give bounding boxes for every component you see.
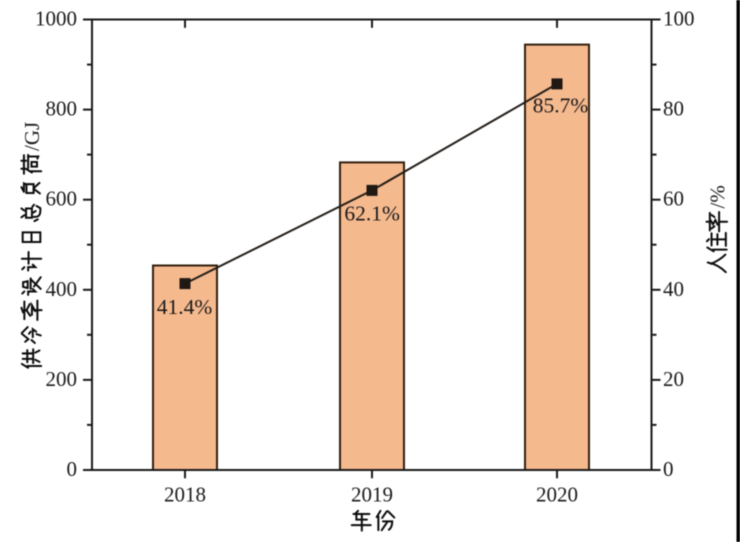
svg-text:0: 0: [663, 457, 674, 481]
svg-text:0: 0: [67, 457, 78, 481]
svg-text:600: 600: [46, 187, 78, 211]
svg-text:2019: 2019: [351, 483, 393, 507]
svg-text:800: 800: [46, 97, 78, 121]
svg-text:2018: 2018: [164, 483, 206, 507]
svg-text:41.4%: 41.4%: [157, 295, 213, 319]
svg-text:/GJ: /GJ: [20, 122, 44, 151]
svg-text:85.7%: 85.7%: [533, 94, 589, 118]
svg-text:400: 400: [46, 277, 78, 301]
svg-text:2020: 2020: [536, 483, 578, 507]
svg-text:62.1%: 62.1%: [344, 201, 400, 225]
svg-text:1000: 1000: [35, 7, 77, 31]
svg-text:20: 20: [663, 367, 684, 391]
svg-text:200: 200: [46, 367, 78, 391]
svg-text:80: 80: [663, 97, 684, 121]
svg-text:100: 100: [663, 7, 695, 31]
svg-text:60: 60: [663, 187, 684, 211]
svg-text:/%: /%: [706, 185, 730, 208]
svg-text:40: 40: [663, 277, 684, 301]
